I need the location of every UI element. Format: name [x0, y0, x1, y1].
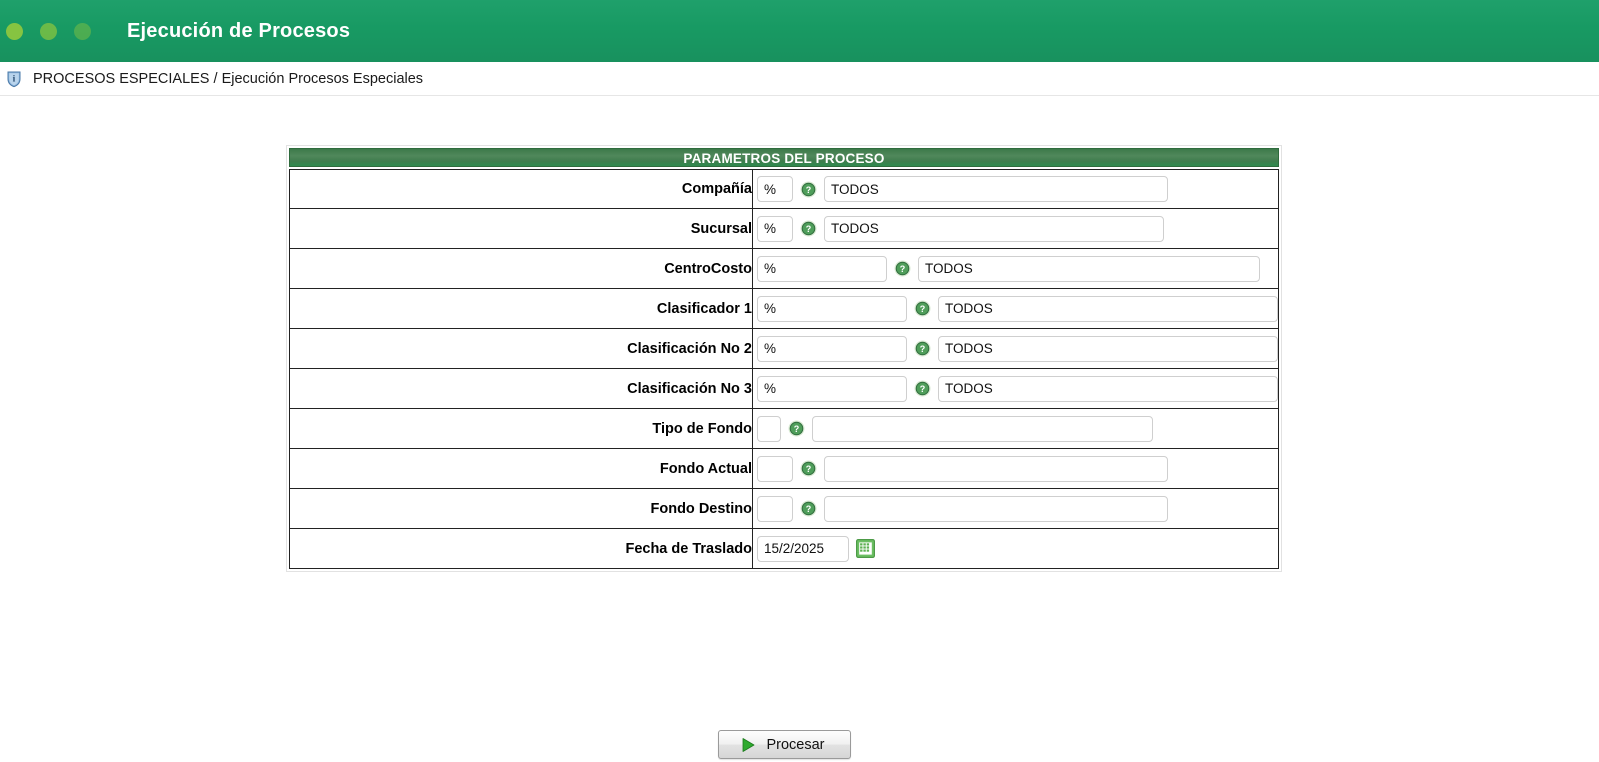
- window-controls: [6, 22, 91, 40]
- panel-header-title: PARAMETROS DEL PROCESO: [289, 148, 1279, 167]
- procesar-button[interactable]: Procesar: [718, 730, 851, 759]
- table-row: Clasificación No 2 ?: [289, 329, 1279, 369]
- compania-description-input[interactable]: [824, 176, 1168, 202]
- svg-text:?: ?: [794, 424, 800, 434]
- field-label-clasificacion-3: Clasificación No 3: [290, 369, 753, 408]
- svg-text:?: ?: [900, 264, 906, 274]
- clasificador-1-description-input[interactable]: [938, 295, 1278, 322]
- table-row: Compañía ?: [289, 169, 1279, 209]
- clasificacion-3-code-input[interactable]: [757, 375, 907, 402]
- help-icon[interactable]: ?: [914, 380, 931, 397]
- fondo-actual-description-input[interactable]: [824, 455, 1168, 482]
- field-label-fecha-de-traslado: Fecha de Traslado: [290, 529, 753, 568]
- field-group-clasificacion-3: ?: [753, 369, 1278, 408]
- sucursal-description-input[interactable]: [824, 215, 1164, 242]
- compania-code-input[interactable]: [757, 176, 793, 202]
- svg-text:?: ?: [806, 464, 812, 474]
- svg-text:i: i: [13, 74, 16, 84]
- window-dot-close-icon[interactable]: [6, 22, 23, 40]
- field-label-compania: Compañía: [290, 170, 753, 208]
- field-group-clasificador-1: ?: [753, 289, 1278, 328]
- clasificacion-2-description-input[interactable]: [938, 335, 1278, 362]
- field-group-fondo-actual: ?: [753, 449, 1278, 488]
- table-row: Fecha de Traslado: [289, 529, 1279, 569]
- help-icon[interactable]: ?: [914, 340, 931, 357]
- table-row: Clasificador 1 ?: [289, 289, 1279, 329]
- svg-text:?: ?: [806, 504, 812, 514]
- svg-text:?: ?: [806, 224, 812, 234]
- help-icon[interactable]: ?: [914, 300, 931, 317]
- calendar-icon[interactable]: [856, 539, 875, 558]
- clasificador-1-code-input[interactable]: [757, 295, 907, 322]
- field-group-centrocosto: ?: [753, 249, 1278, 288]
- play-icon: [740, 737, 756, 753]
- breadcrumb-text: PROCESOS ESPECIALES / Ejecución Procesos…: [33, 70, 424, 87]
- help-icon[interactable]: ?: [894, 260, 911, 277]
- field-label-centrocosto: CentroCosto: [290, 249, 753, 288]
- fondo-destino-code-input[interactable]: [757, 495, 793, 522]
- table-row: Sucursal ?: [289, 209, 1279, 249]
- help-icon[interactable]: ?: [800, 500, 817, 517]
- field-group-tipo-de-fondo: ?: [753, 409, 1278, 448]
- table-row: Tipo de Fondo ?: [289, 409, 1279, 449]
- field-group-fondo-destino: ?: [753, 489, 1278, 528]
- help-icon[interactable]: ?: [800, 460, 817, 477]
- table-row: Clasificación No 3 ?: [289, 369, 1279, 409]
- tipo-de-fondo-code-input[interactable]: [757, 415, 781, 442]
- field-group-clasificacion-2: ?: [753, 329, 1278, 368]
- field-group-sucursal: ?: [753, 209, 1278, 248]
- fecha-de-traslado-input[interactable]: [757, 535, 849, 562]
- svg-text:?: ?: [920, 304, 926, 314]
- help-icon[interactable]: ?: [800, 181, 817, 198]
- centrocosto-description-input[interactable]: [918, 255, 1260, 282]
- window-dot-minimize-icon[interactable]: [40, 22, 57, 40]
- app-title: Ejecución de Procesos: [127, 19, 351, 42]
- window-titlebar: Ejecución de Procesos: [0, 0, 1599, 62]
- help-icon[interactable]: ?: [800, 220, 817, 237]
- main-content: PARAMETROS DEL PROCESO Compañía ? Sucurs…: [0, 96, 1599, 762]
- fondo-actual-code-input[interactable]: [757, 455, 793, 482]
- window-dot-maximize-icon[interactable]: [74, 22, 91, 40]
- field-label-tipo-de-fondo: Tipo de Fondo: [290, 409, 753, 448]
- field-group-fecha-de-traslado: [753, 529, 1278, 568]
- field-label-sucursal: Sucursal: [290, 209, 753, 248]
- parameters-panel: PARAMETROS DEL PROCESO Compañía ? Sucurs…: [286, 145, 1282, 572]
- field-group-compania: ?: [753, 170, 1278, 208]
- svg-text:?: ?: [806, 185, 812, 195]
- field-label-fondo-destino: Fondo Destino: [290, 489, 753, 528]
- sucursal-code-input[interactable]: [757, 215, 793, 242]
- svg-text:?: ?: [920, 384, 926, 394]
- table-row: Fondo Destino ?: [289, 489, 1279, 529]
- field-label-clasificador-1: Clasificador 1: [290, 289, 753, 328]
- svg-text:?: ?: [920, 344, 926, 354]
- centrocosto-code-input[interactable]: [757, 255, 887, 282]
- field-label-clasificacion-2: Clasificación No 2: [290, 329, 753, 368]
- tipo-de-fondo-description-input[interactable]: [812, 415, 1153, 442]
- table-row: Fondo Actual ?: [289, 449, 1279, 489]
- fondo-destino-description-input[interactable]: [824, 495, 1168, 522]
- help-icon[interactable]: ?: [788, 420, 805, 437]
- field-label-fondo-actual: Fondo Actual: [290, 449, 753, 488]
- breadcrumb: i PROCESOS ESPECIALES / Ejecución Proces…: [0, 62, 1599, 96]
- table-row: CentroCosto ?: [289, 249, 1279, 289]
- procesar-button-label: Procesar: [766, 736, 825, 753]
- clasificacion-2-code-input[interactable]: [757, 335, 907, 362]
- info-shield-icon: i: [4, 69, 24, 89]
- clasificacion-3-description-input[interactable]: [938, 375, 1278, 402]
